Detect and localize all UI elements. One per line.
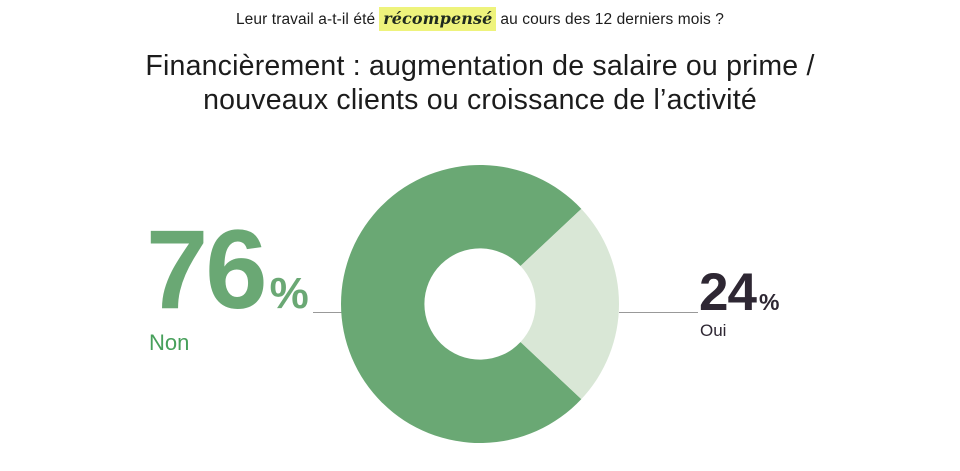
slice-value-non: 76 % bbox=[146, 214, 309, 326]
chart-title-line-1: Financièrement : augmentation de salaire… bbox=[145, 50, 815, 82]
non-percentage-value: 76 bbox=[146, 207, 268, 332]
oui-percentage-value: 24 bbox=[699, 263, 757, 322]
chart-title-line-2: nouveaux clients ou croissance de l’acti… bbox=[203, 84, 757, 116]
slice-label-oui: Oui bbox=[700, 321, 727, 340]
chart-title: Financièrement : augmentation de salaire… bbox=[0, 49, 960, 117]
survey-question: Leur travail a-t-il été récompensé au cour… bbox=[0, 6, 960, 33]
connector-line-left bbox=[313, 312, 342, 313]
question-prefix: Leur travail a-t-il été bbox=[235, 11, 376, 28]
donut-slice-non bbox=[341, 164, 582, 443]
question-highlight: récompensé bbox=[379, 7, 497, 31]
donut-chart bbox=[341, 164, 620, 443]
slice-label-non: Non bbox=[149, 330, 190, 355]
question-suffix: au cours des 12 derniers mois ? bbox=[500, 11, 725, 28]
non-percent-sign: % bbox=[269, 269, 309, 318]
slice-value-oui: 24 % bbox=[699, 266, 779, 319]
donut-slice-oui bbox=[520, 208, 620, 400]
oui-percent-sign: % bbox=[758, 289, 780, 315]
connector-line-right bbox=[619, 312, 698, 313]
